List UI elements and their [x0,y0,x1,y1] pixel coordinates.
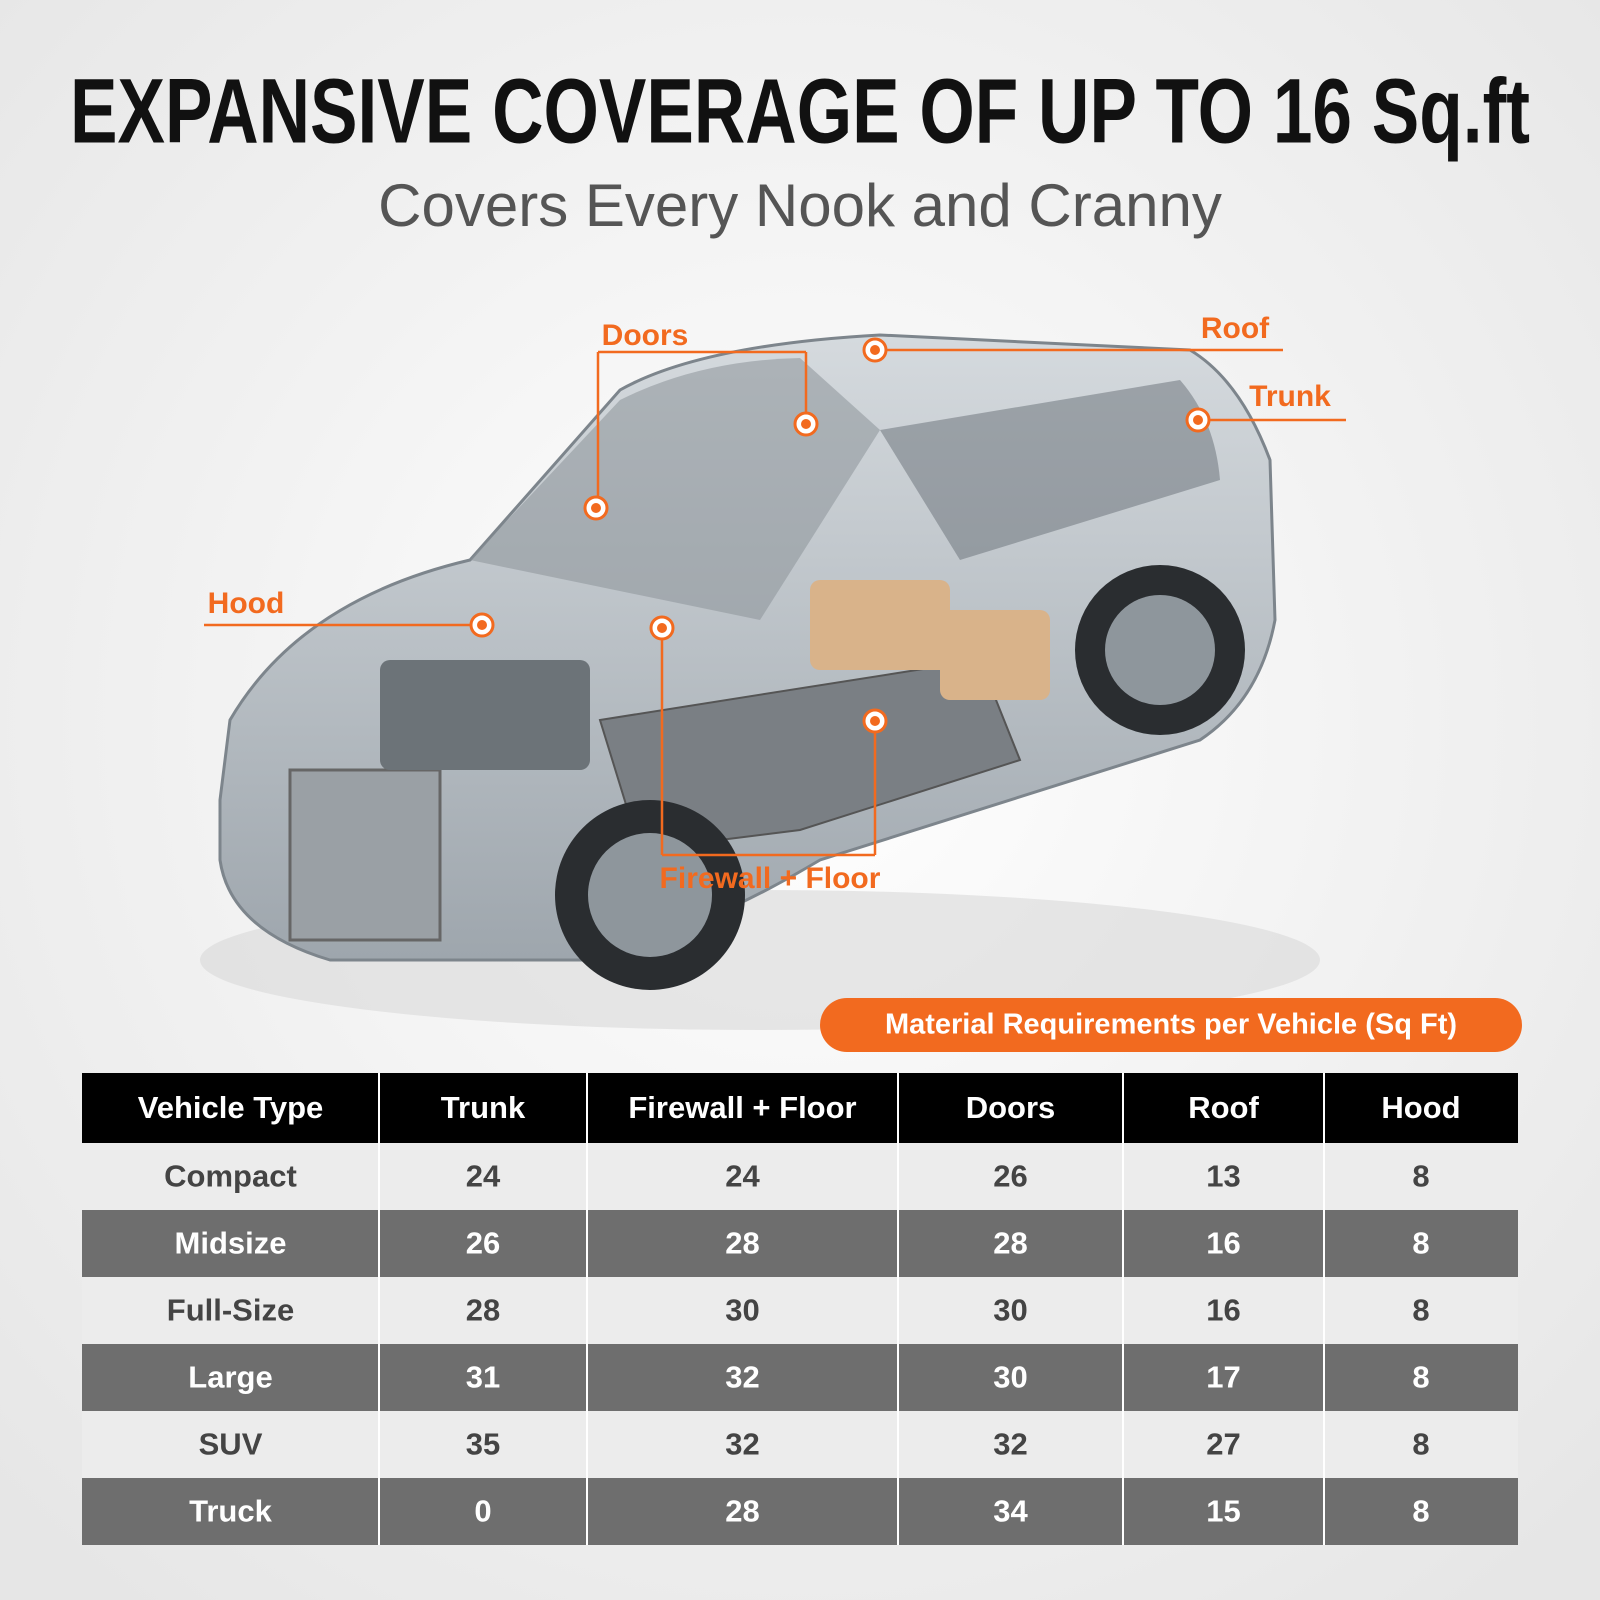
table-cell: Truck [189,1494,272,1529]
table-cell: SUV [199,1427,263,1462]
table-cell: 17 [1206,1360,1240,1395]
table-cell: 30 [993,1360,1027,1395]
table-cell: Full-Size [167,1293,294,1328]
table-row [82,1210,1518,1277]
table-cell: 28 [993,1226,1027,1261]
callout-dot-center [870,345,880,355]
column-header: Trunk [441,1090,526,1125]
table-cell: 34 [993,1494,1028,1529]
callout-label: Trunk [1249,380,1331,413]
table-cell: 30 [725,1293,759,1328]
table-cell: 28 [466,1293,500,1328]
column-header: Vehicle Type [138,1090,324,1125]
table-cell: 28 [725,1226,759,1261]
table-row [82,1478,1518,1545]
callout-label: Roof [1201,312,1270,345]
subtitle: Covers Every Nook and Cranny [378,172,1222,239]
callout-dot-center [870,716,880,726]
table-row [82,1143,1518,1210]
callout-dot-center [1193,415,1203,425]
title: EXPANSIVE COVERAGE OF UP TO 16 Sq.ft [70,60,1530,162]
table-cell: 26 [466,1226,500,1261]
table-cell: 16 [1206,1226,1240,1261]
column-header: Doors [966,1090,1056,1125]
table-cell: Large [188,1360,272,1395]
table-cell: Compact [164,1159,297,1194]
column-header: Hood [1381,1090,1460,1125]
table-cell: 13 [1206,1159,1240,1194]
table-cell: 27 [1206,1427,1240,1462]
table-cell: 15 [1206,1494,1240,1529]
callout-dot-center [477,620,487,630]
callout-dot-center [591,503,601,513]
table-cell: 24 [725,1159,760,1194]
table-cell: 32 [993,1427,1027,1462]
table-cell: 8 [1412,1360,1429,1395]
table-caption: Material Requirements per Vehicle (Sq Ft… [885,1009,1457,1041]
column-header: Firewall + Floor [628,1090,856,1125]
table-cell: Midsize [175,1226,287,1261]
callout-label: Hood [208,587,285,620]
table-cell: 8 [1412,1427,1429,1462]
table-cell: 16 [1206,1293,1240,1328]
caption-pill [820,998,1522,1052]
table-cell: 35 [466,1427,500,1462]
callout-dot-center [801,419,811,429]
callout-label: Firewall + Floor [660,862,881,895]
table-row [82,1277,1518,1344]
table-cell: 8 [1412,1293,1429,1328]
table-cell: 8 [1412,1494,1429,1529]
table-cell: 8 [1412,1159,1429,1194]
table-cell: 8 [1412,1226,1429,1261]
column-header: Roof [1188,1090,1259,1125]
table-cell: 28 [725,1494,759,1529]
table-cell: 24 [466,1159,501,1194]
table-cell: 0 [474,1494,491,1529]
table-cell: 31 [466,1360,500,1395]
table-cell: 26 [993,1159,1027,1194]
table-row [82,1411,1518,1478]
callout-dot-center [657,623,667,633]
table-cell: 32 [725,1427,759,1462]
table-header [82,1073,1518,1143]
car-illustration [200,333,1320,1030]
table-row [82,1344,1518,1411]
table-cell: 30 [993,1293,1027,1328]
callout-label: Doors [602,319,689,352]
table-cell: 32 [725,1360,759,1395]
